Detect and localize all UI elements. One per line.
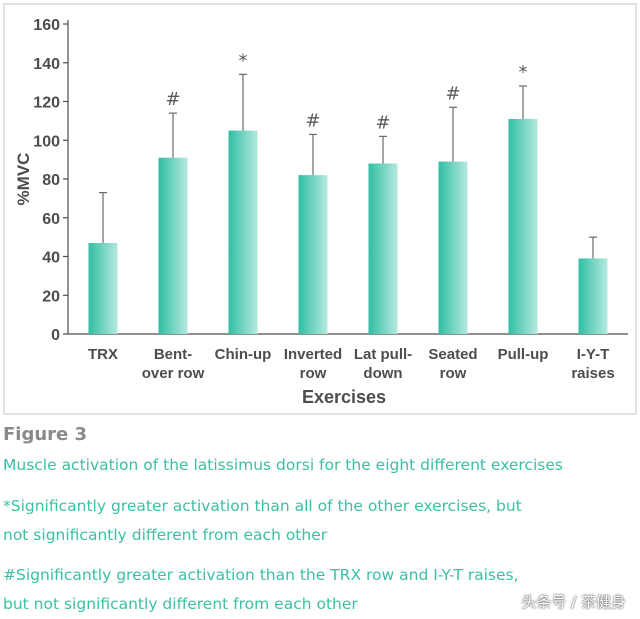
x-tick-label: I-Y-T [577,346,610,363]
y-tick-label: 140 [33,56,60,73]
hash-significance-note: #Significantly greater activation than t… [3,566,519,613]
x-tick-label: TRX [88,346,118,363]
x-tick-label: Bent- [154,346,192,363]
bar [158,157,188,334]
y-tick-label: 120 [33,95,60,112]
y-tick-label: 20 [42,288,60,305]
x-axis-title: Exercises [302,387,386,407]
bar [578,258,608,334]
significance-marker: # [375,112,390,133]
bar [438,161,468,334]
bar [298,175,328,334]
x-tick-label: over row [142,365,205,382]
x-tick-label: Seated [428,346,477,363]
y-tick-label: 60 [42,211,60,228]
star-significance-note: *Significantly greater activation than a… [3,497,522,544]
x-tick-label: Lat pull- [354,346,412,363]
x-tick-label: Pull-up [498,346,549,363]
x-tick-label: row [300,365,327,382]
significance-marker: # [165,89,180,110]
x-tick-label: Inverted [284,346,342,363]
y-tick-label: 40 [42,250,60,267]
bar [88,242,118,334]
bar-chart: 0 20 40 60 80 100 120 140 160 %MVC TRX # Bent-over r… [3,3,637,415]
bar [368,163,398,334]
y-tick-label: 160 [33,17,60,34]
y-tick-label: 0 [51,327,60,344]
x-tick-label: row [440,365,467,382]
bar [228,130,258,334]
figure-caption: Muscle activation of the latissimus dors… [3,456,563,474]
watermark: 头条号 / 茶健身 [521,593,626,611]
significance-marker: # [445,83,460,104]
significance-marker: # [305,110,320,131]
x-tick-label: down [363,365,402,382]
figure-label: Figure 3 [3,424,88,445]
y-tick-label: 100 [33,133,60,150]
chart-frame [3,3,637,415]
significance-marker: * [239,50,248,71]
y-tick-label: 80 [42,172,60,189]
x-tick-label: raises [571,365,614,382]
bar [508,118,538,334]
x-tick-label: Chin-up [215,346,272,363]
y-axis-title: %MVC [14,153,33,206]
significance-marker: * [519,62,528,83]
